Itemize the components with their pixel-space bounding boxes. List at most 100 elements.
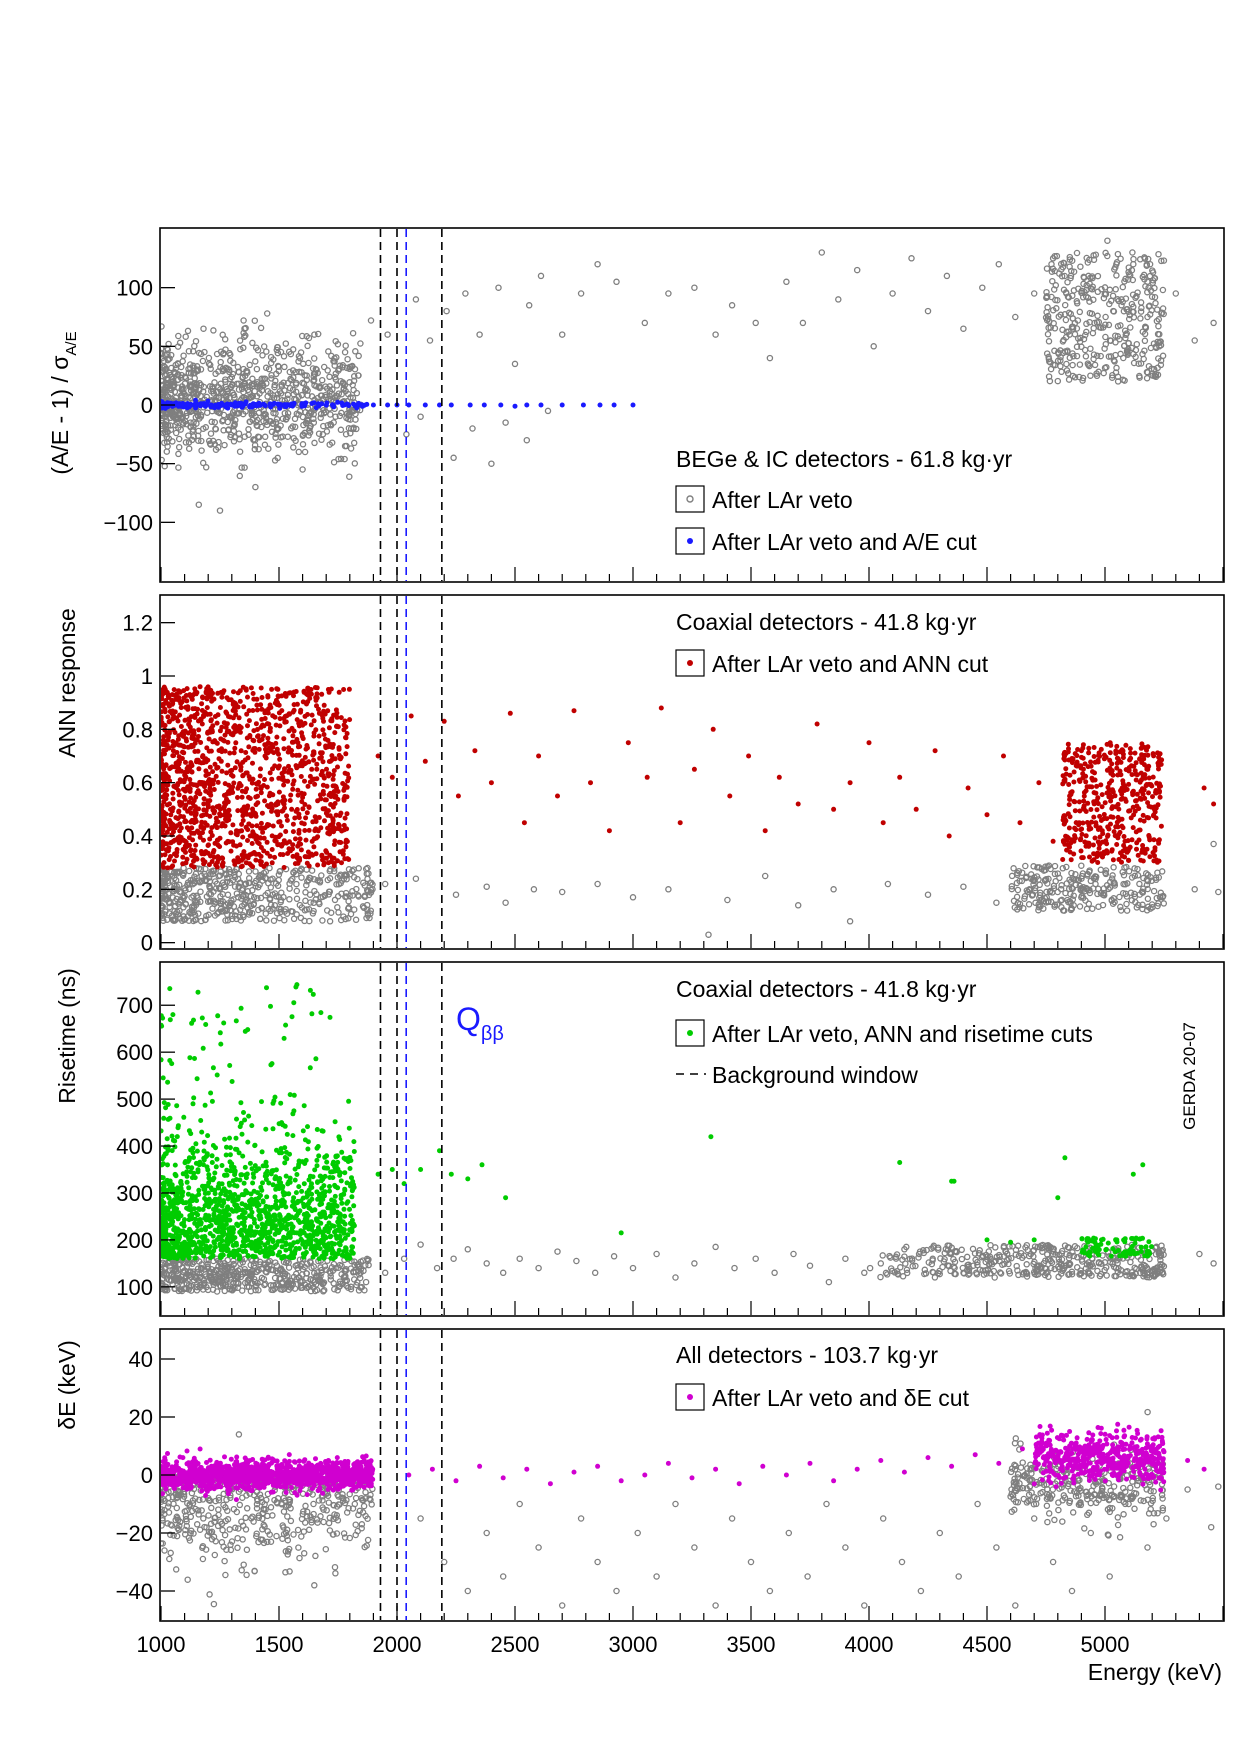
cut-point [1077, 808, 1083, 814]
bg-point [337, 455, 345, 463]
cut-point [1118, 759, 1124, 765]
bg-point [558, 331, 566, 338]
cut-point [163, 823, 169, 829]
bg-point [1112, 332, 1119, 339]
bg-point [1110, 880, 1118, 887]
bg-point [277, 908, 284, 916]
bg-point [244, 904, 251, 911]
cut-point [231, 750, 237, 756]
cut-point [180, 854, 186, 860]
bg-point [1081, 346, 1089, 354]
bg-point [246, 361, 253, 369]
bg-point [341, 348, 349, 356]
bg-point [245, 868, 253, 875]
bg-point [1101, 284, 1109, 291]
cut-point [322, 818, 327, 824]
cut-point [344, 794, 350, 800]
bg-point [301, 448, 309, 456]
cut-point [183, 704, 189, 710]
cut-point [276, 710, 282, 716]
bg-point [241, 1265, 248, 1273]
cut-point [173, 815, 179, 821]
cut-point [281, 782, 287, 788]
cut-point [1158, 823, 1164, 829]
cut-point [271, 400, 277, 406]
cut-point [255, 800, 261, 806]
bg-point [302, 385, 310, 392]
bg-point [254, 1279, 261, 1287]
bg-point [352, 1268, 360, 1276]
bg-point [177, 392, 185, 400]
cut-point [1150, 794, 1155, 800]
bg-point [172, 415, 179, 422]
bg-point [1139, 905, 1146, 913]
bg-point [1051, 347, 1058, 355]
bg-point [1102, 313, 1109, 321]
cut-point [342, 718, 348, 724]
cut-point [1159, 757, 1165, 763]
cut-point [290, 829, 296, 835]
cut-point [193, 782, 199, 788]
bg-point [1038, 865, 1045, 873]
cut-point [1065, 741, 1071, 747]
cut-point [580, 402, 586, 408]
cut-point [312, 781, 318, 787]
bg-point [230, 896, 237, 903]
cut-point [265, 735, 271, 741]
bg-point [1082, 331, 1089, 339]
cut-point [174, 750, 180, 755]
bg-point [249, 375, 256, 383]
bg-point [287, 425, 295, 432]
cut-point [192, 715, 198, 720]
bg-point [269, 905, 276, 912]
bg-point [1132, 346, 1140, 354]
cut-point [1066, 825, 1072, 831]
cut-point [234, 759, 240, 765]
cut-point [189, 825, 195, 831]
bg-point [241, 464, 248, 471]
cut-point [244, 711, 250, 717]
cut-point [277, 405, 283, 411]
cut-point [1071, 838, 1077, 844]
bg-point [205, 911, 212, 919]
bg-point [262, 910, 270, 917]
cut-point [269, 686, 275, 692]
bg-point [175, 464, 182, 471]
bg-point [268, 371, 275, 379]
bg-point [1086, 309, 1094, 317]
cut-point [264, 839, 270, 845]
cut-point [197, 684, 203, 690]
cut-point [330, 776, 336, 782]
cut-point [272, 763, 278, 769]
cut-point [344, 401, 350, 407]
bg-point [450, 454, 457, 462]
cut-point [161, 752, 164, 758]
bg-point [180, 894, 187, 902]
bg-point [201, 916, 209, 924]
bg-point [212, 898, 219, 906]
bg-point [263, 348, 270, 355]
cut-point [191, 728, 197, 734]
cut-point [344, 784, 350, 790]
cut-point [309, 712, 315, 718]
cut-point [236, 400, 242, 406]
bg-point [320, 422, 327, 430]
cut-point [325, 687, 331, 692]
bg-point [1079, 294, 1087, 301]
cut-point [338, 715, 344, 721]
bg-point [342, 915, 349, 923]
bg-point [1008, 883, 1016, 890]
cut-point [267, 702, 273, 708]
bg-point [1121, 327, 1129, 334]
cut-point [199, 780, 205, 785]
bg-point [1052, 877, 1059, 885]
bg-point [1109, 292, 1117, 300]
bg-point [161, 902, 165, 909]
bg-point [1136, 880, 1143, 888]
bg-point [318, 376, 326, 384]
cut-point [198, 740, 204, 745]
bg-point [330, 868, 338, 875]
cut-point [335, 399, 341, 405]
cut-point [242, 401, 248, 407]
cut-point [228, 731, 234, 737]
